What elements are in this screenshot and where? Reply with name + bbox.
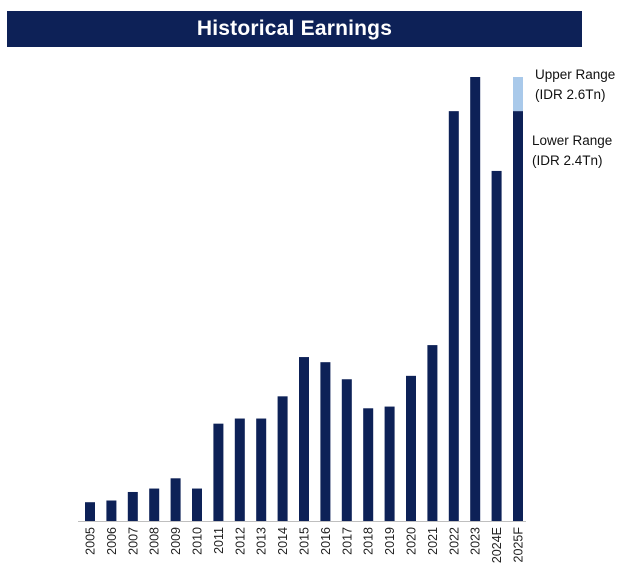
bar-2009 (170, 478, 181, 521)
upper-range-value: (IDR 2.6Tn) (535, 87, 606, 102)
upper-range-label: Upper Range (535, 67, 616, 82)
bar-2019 (384, 406, 395, 521)
x-tick-label-2019: 2019 (383, 527, 397, 555)
bar-2020 (406, 375, 416, 521)
bar-2022 (448, 111, 459, 522)
bar-2007 (127, 491, 138, 521)
bar-2011 (213, 423, 224, 521)
x-tick-label-2017: 2017 (340, 527, 354, 555)
x-tick-label-2015: 2015 (298, 527, 312, 555)
x-tick-label-2020: 2020 (405, 527, 419, 555)
bar-2025f-upper-range (513, 77, 523, 112)
x-tick-label-2022: 2022 (447, 527, 461, 555)
x-tick-label-2008: 2008 (148, 527, 162, 555)
bar-2006 (106, 500, 117, 521)
x-tick-label-2018: 2018 (362, 527, 376, 555)
bar-2025f (513, 111, 523, 522)
upper-range-annotation: Upper Range (IDR 2.6Tn) (535, 65, 615, 105)
title-bar: Historical Earnings (7, 11, 582, 47)
x-tick-label-2016: 2016 (319, 527, 333, 555)
bar-2015 (299, 357, 309, 521)
x-tick-label-2023: 2023 (469, 527, 483, 555)
x-tick-label-2012: 2012 (233, 527, 247, 555)
bar-2024e (491, 170, 502, 521)
x-tick-label-2021: 2021 (426, 527, 440, 555)
x-tick-label-2013: 2013 (255, 527, 269, 555)
bar-2017 (341, 379, 352, 521)
x-tick-label-2006: 2006 (105, 527, 119, 555)
bar-2005 (85, 502, 95, 521)
bar-2016 (320, 362, 331, 521)
x-tick-label-2007: 2007 (126, 527, 140, 555)
bar-2018 (363, 408, 374, 521)
x-tick-label-2010: 2010 (191, 527, 205, 555)
x-tick-label-2025f: 2025F (512, 527, 526, 563)
bar-2013 (256, 418, 267, 521)
x-tick-label-2024e: 2024E (490, 527, 504, 563)
bar-2010 (192, 488, 202, 521)
x-tick-label-2005: 2005 (84, 527, 98, 555)
x-tick-label-2014: 2014 (276, 527, 290, 555)
bar-2014 (277, 396, 288, 521)
lower-range-label: Lower Range (532, 133, 613, 148)
bar-2008 (149, 488, 160, 521)
x-tick-label-2011: 2011 (212, 527, 226, 554)
x-tick-label-2009: 2009 (169, 527, 183, 555)
lower-range-annotation: Lower Range (IDR 2.4Tn) (532, 131, 612, 171)
chart-title: Historical Earnings (196, 17, 393, 40)
bar-2021 (427, 345, 438, 521)
bar-2023 (470, 77, 481, 521)
lower-range-value: (IDR 2.4Tn) (532, 153, 603, 168)
bar-2012 (234, 418, 245, 521)
